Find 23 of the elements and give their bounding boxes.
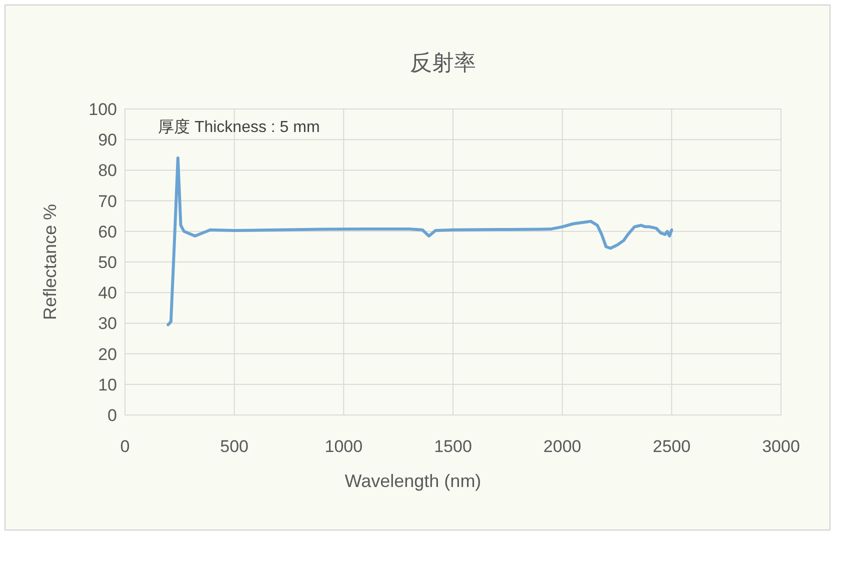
y-tick-label: 50	[98, 253, 117, 272]
y-tick-label: 40	[98, 284, 117, 303]
x-tick-label: 1000	[324, 437, 363, 456]
y-tick-label: 20	[98, 344, 117, 364]
x-axis-title: Wavelength (nm)	[344, 471, 482, 491]
y-tick-label: 70	[98, 192, 117, 211]
x-tick-label: 2000	[543, 437, 582, 456]
x-tick-label: 2500	[652, 437, 691, 456]
y-tick-label: 100	[88, 100, 117, 119]
y-tick-label: 30	[98, 314, 117, 334]
x-tick-label: 3000	[762, 437, 800, 456]
y-tick-label: 10	[98, 375, 117, 394]
line-series	[166, 156, 674, 326]
y-tick-label: 80	[98, 161, 117, 180]
y-axis-title: Reflectance %	[40, 204, 60, 320]
x-tick-label: 1500	[434, 437, 472, 456]
chart-title: 反射率	[410, 50, 476, 75]
x-tick-label: 0	[120, 437, 130, 456]
y-tick-label: 60	[98, 222, 117, 242]
x-tick-label: 500	[220, 437, 249, 456]
y-tick-label: 0	[108, 406, 117, 425]
annotation: 厚度 Thickness : 5 mm	[158, 118, 320, 136]
y-tick-label: 90	[98, 130, 117, 150]
